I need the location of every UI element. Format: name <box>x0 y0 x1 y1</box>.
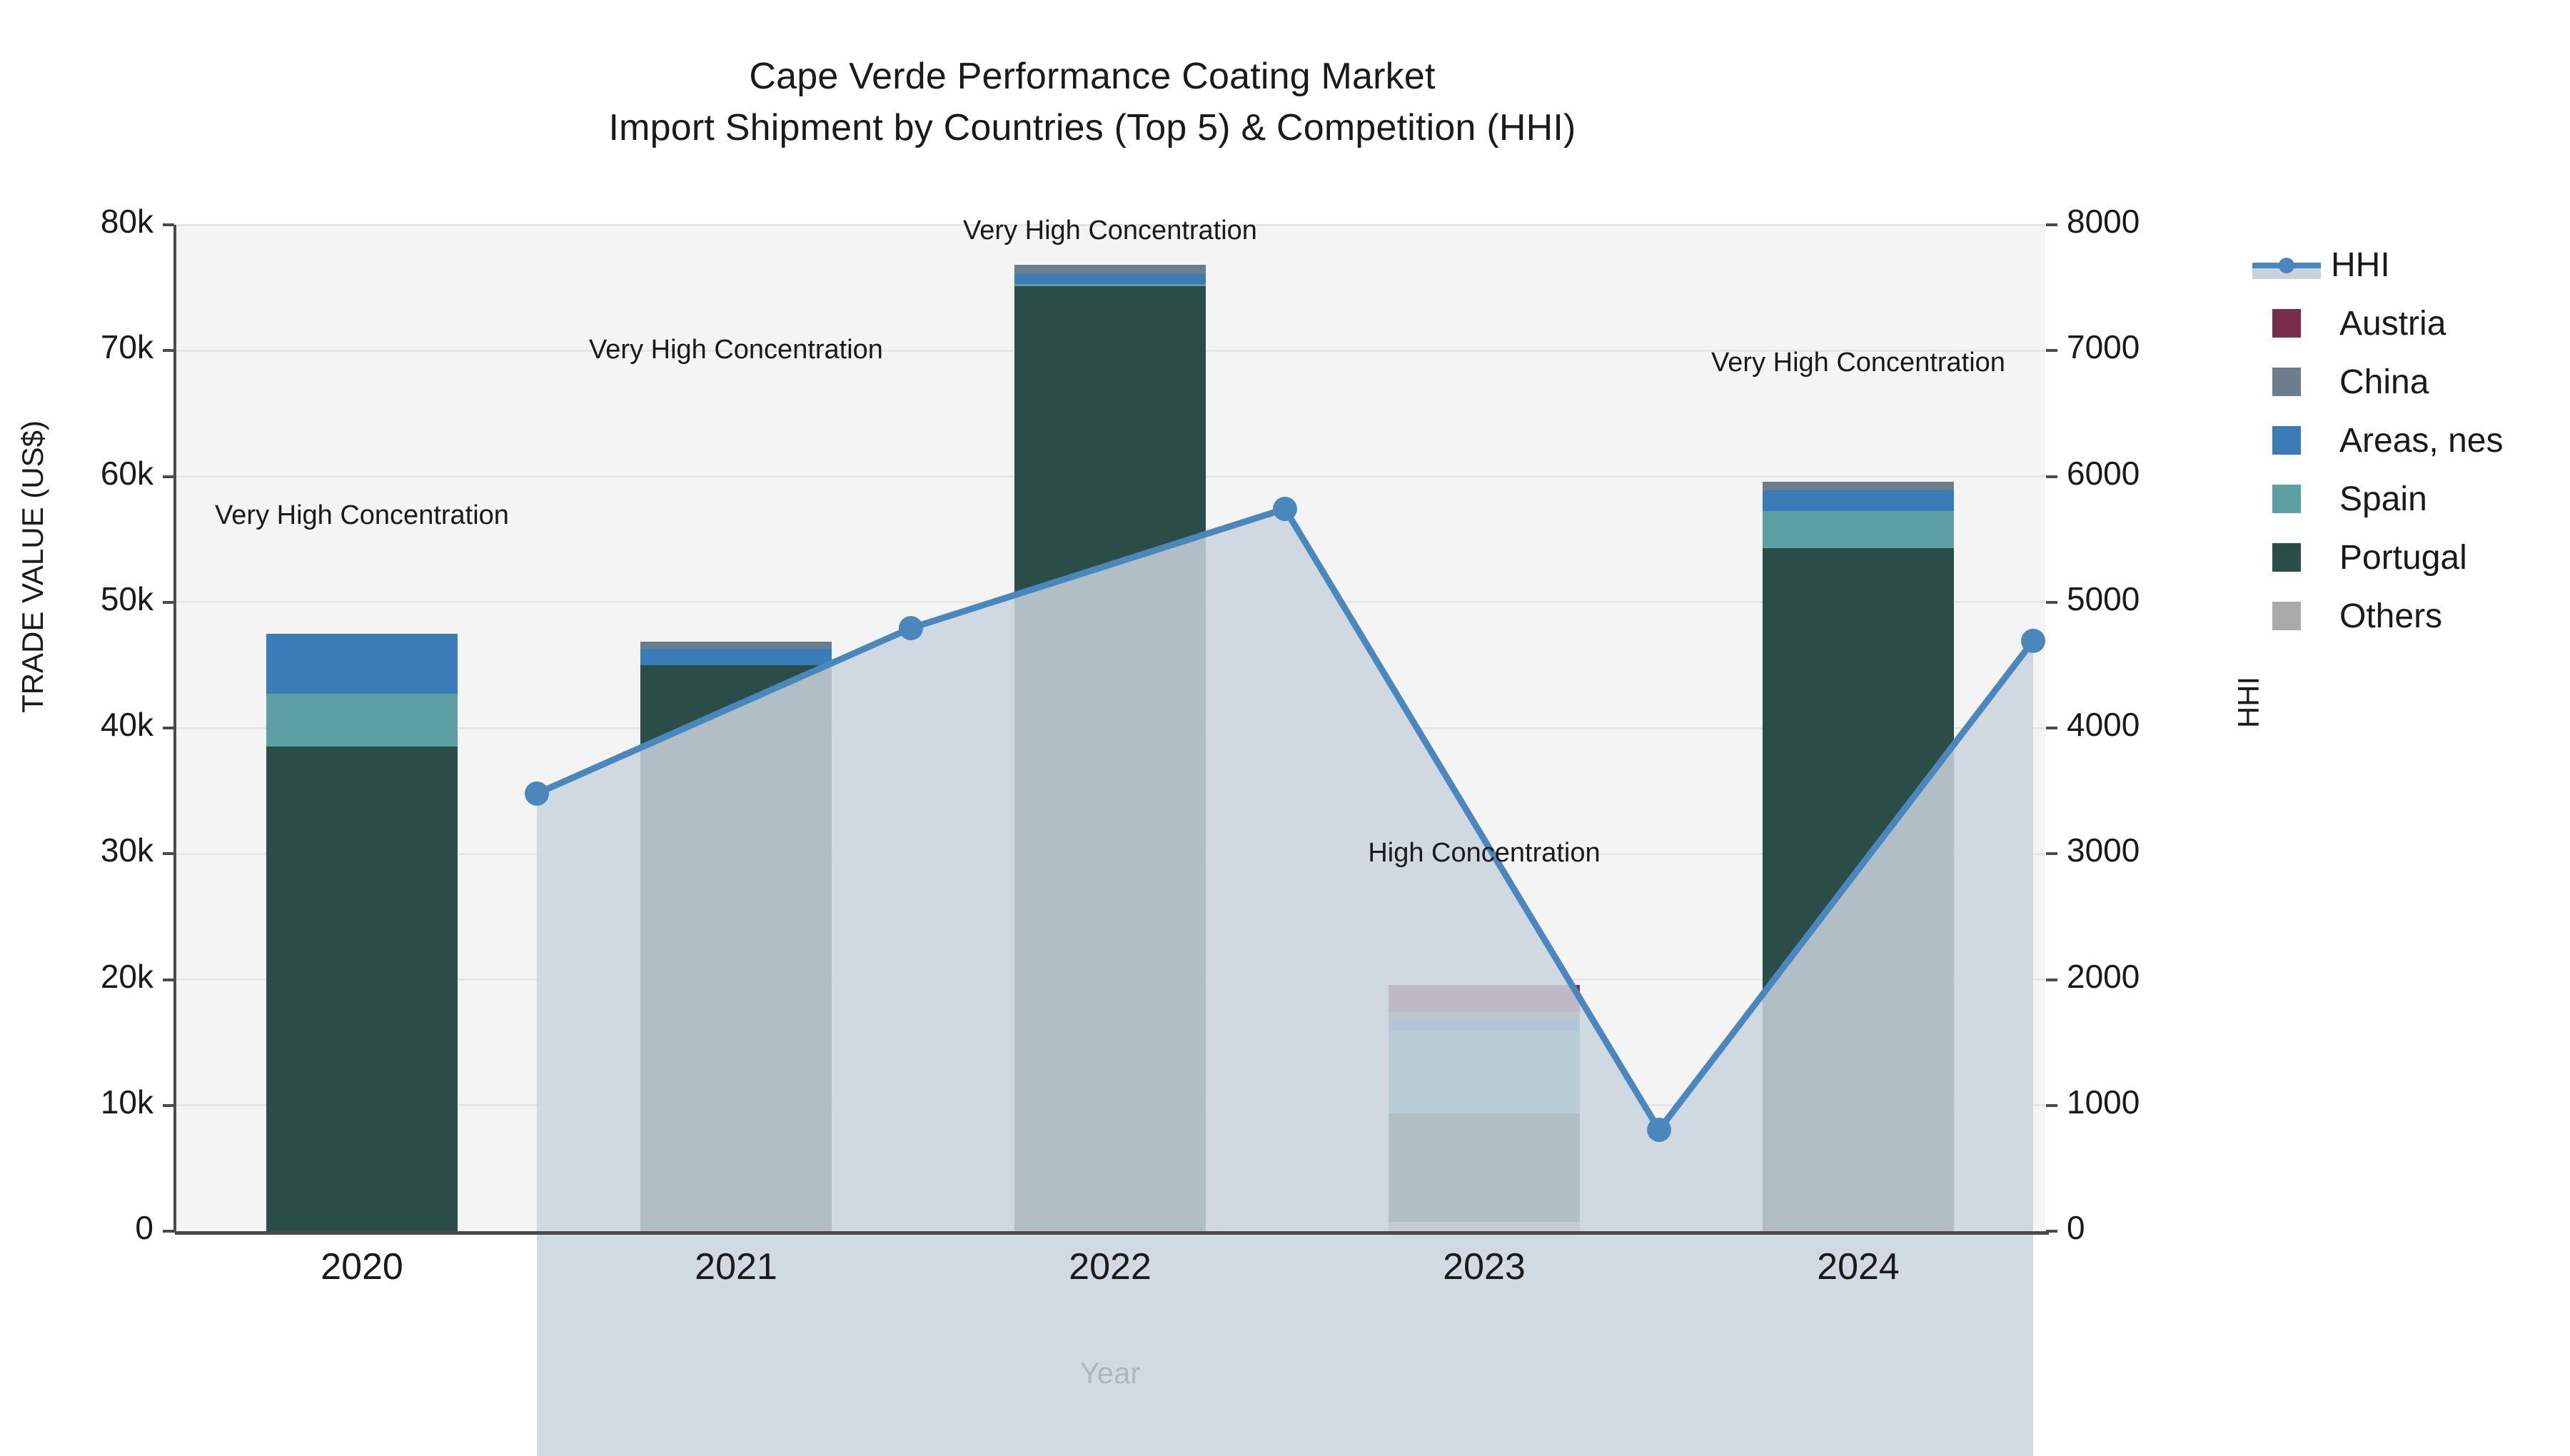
hhi-annotation: High Concentration <box>1368 837 1601 868</box>
legend-item-spain[interactable]: Spain <box>2252 470 2566 528</box>
y-tick-label-left: 30k <box>100 831 153 869</box>
y-tick-label-right: 2000 <box>2067 957 2140 995</box>
bar-segment[interactable] <box>266 747 458 1231</box>
hhi-marker[interactable] <box>525 781 549 806</box>
legend-line-icon <box>2252 251 2321 279</box>
bar-segment[interactable] <box>1763 481 1954 490</box>
gridline <box>175 223 2045 226</box>
y-tick-label-right: 6000 <box>2067 454 2140 492</box>
y-tick-mark-left <box>163 978 174 981</box>
y-tick-mark-left <box>163 600 174 604</box>
x-tick-label: 2020 <box>321 1246 403 1288</box>
y-tick-mark-left <box>163 1230 174 1233</box>
title-subtitle: Import Shipment by Countries (Top 5) & C… <box>608 106 1576 148</box>
y-tick-mark-left <box>163 852 174 856</box>
x-tick-label: 2021 <box>695 1246 777 1288</box>
y-tick-label-left: 10k <box>100 1083 153 1121</box>
title-main: Cape Verde Performance Coating Market <box>749 56 1436 97</box>
y-tick-mark-right <box>2046 978 2057 981</box>
y-tick-mark-right <box>2046 1230 2057 1233</box>
legend-swatch-icon <box>2272 485 2301 513</box>
y-tick-mark-right <box>2046 852 2057 856</box>
y-axis-title-left: TRADE VALUE (US$) <box>16 420 49 713</box>
y-tick-label-right: 4000 <box>2067 706 2140 743</box>
y-tick-label-right: 5000 <box>2067 580 2140 617</box>
y-tick-label-left: 40k <box>100 706 153 743</box>
y-tick-label-left: 70k <box>100 328 153 366</box>
legend-label: Austria <box>2339 304 2446 343</box>
x-tick-label: 2022 <box>1069 1246 1152 1288</box>
y-tick-mark-right <box>2046 1103 2057 1107</box>
y-tick-mark-left <box>163 475 174 478</box>
legend-label: Areas, nes <box>2339 421 2504 460</box>
y-tick-label-left: 0 <box>135 1209 153 1246</box>
legend-swatch-icon <box>2272 426 2301 455</box>
hhi-marker[interactable] <box>1647 1117 1671 1142</box>
y-tick-label-right: 7000 <box>2067 328 2140 366</box>
legend-item-austria[interactable]: Austria <box>2252 294 2566 353</box>
legend-item-hhi[interactable]: HHI <box>2252 236 2566 294</box>
bar-segment[interactable] <box>1014 265 1206 275</box>
legend-label: Portugal <box>2339 538 2467 577</box>
y-tick-mark-right <box>2046 600 2057 604</box>
y-axis-line <box>173 225 176 1233</box>
hhi-marker[interactable] <box>1273 497 1297 522</box>
hhi-area-fill <box>537 509 2033 1456</box>
legend-swatch-icon <box>2272 368 2301 396</box>
y-tick-mark-right <box>2046 727 2057 729</box>
legend-label: Spain <box>2339 480 2427 518</box>
hhi-annotation: Very High Concentration <box>1711 347 2005 378</box>
bar-segment[interactable] <box>1014 274 1206 285</box>
y-tick-label-right: 0 <box>2067 1209 2085 1246</box>
bar-segment[interactable] <box>640 641 832 649</box>
y-tick-mark-left <box>163 223 174 226</box>
hhi-marker[interactable] <box>899 616 923 641</box>
legend: HHI Austria China Areas, nes Spain Portugal Ot… <box>2252 236 2566 645</box>
legend-swatch-icon <box>2272 309 2301 338</box>
legend-label: Others <box>2339 597 2443 635</box>
hhi-annotation: Very High Concentration <box>963 216 1257 246</box>
x-tick-label: 2024 <box>1817 1246 1900 1288</box>
y-tick-mark-left <box>163 727 174 729</box>
legend-item-areas-nes[interactable]: Areas, nes <box>2252 411 2566 470</box>
y-tick-mark-right <box>2046 223 2057 226</box>
y-tick-label-left: 60k <box>100 454 153 492</box>
legend-swatch-icon <box>2272 602 2301 630</box>
hhi-markers <box>525 497 2045 1142</box>
hhi-marker[interactable] <box>2021 628 2045 653</box>
hhi-line-layer <box>525 497 2045 1456</box>
legend-label: China <box>2339 363 2429 401</box>
y-tick-mark-right <box>2046 349 2057 353</box>
bar-segment[interactable] <box>1014 284 1206 287</box>
y-tick-mark-left <box>163 1103 174 1107</box>
hhi-annotation: Very High Concentration <box>215 500 509 530</box>
bar-segment[interactable] <box>1763 490 1954 511</box>
x-axis-line <box>175 1231 2049 1235</box>
x-tick-label: 2023 <box>1443 1246 1526 1288</box>
bar-segment[interactable] <box>266 633 458 694</box>
y-tick-mark-left <box>163 349 174 353</box>
y-tick-label-left: 20k <box>100 957 153 995</box>
legend-item-portugal[interactable]: Portugal <box>2252 528 2566 587</box>
y-tick-label-left: 80k <box>100 203 153 240</box>
chart-title: Cape Verde Performance Coating Market Im… <box>0 51 2184 154</box>
y-tick-label-left: 50k <box>100 580 153 617</box>
legend-item-others[interactable]: Others <box>2252 587 2566 645</box>
y-tick-label-right: 3000 <box>2067 831 2140 869</box>
legend-label: HHI <box>2331 246 2390 284</box>
legend-swatch-icon <box>2272 543 2301 572</box>
bar-segment[interactable] <box>640 648 832 665</box>
y-tick-label-right: 8000 <box>2067 203 2140 240</box>
bar-segment[interactable] <box>1763 510 1954 548</box>
plot-area <box>175 223 2045 1456</box>
bar-segment[interactable] <box>266 694 458 747</box>
hhi-annotation: Very High Concentration <box>589 335 883 365</box>
y-tick-mark-right <box>2046 475 2057 478</box>
y-tick-label-right: 1000 <box>2067 1083 2140 1121</box>
legend-item-china[interactable]: China <box>2252 353 2566 411</box>
